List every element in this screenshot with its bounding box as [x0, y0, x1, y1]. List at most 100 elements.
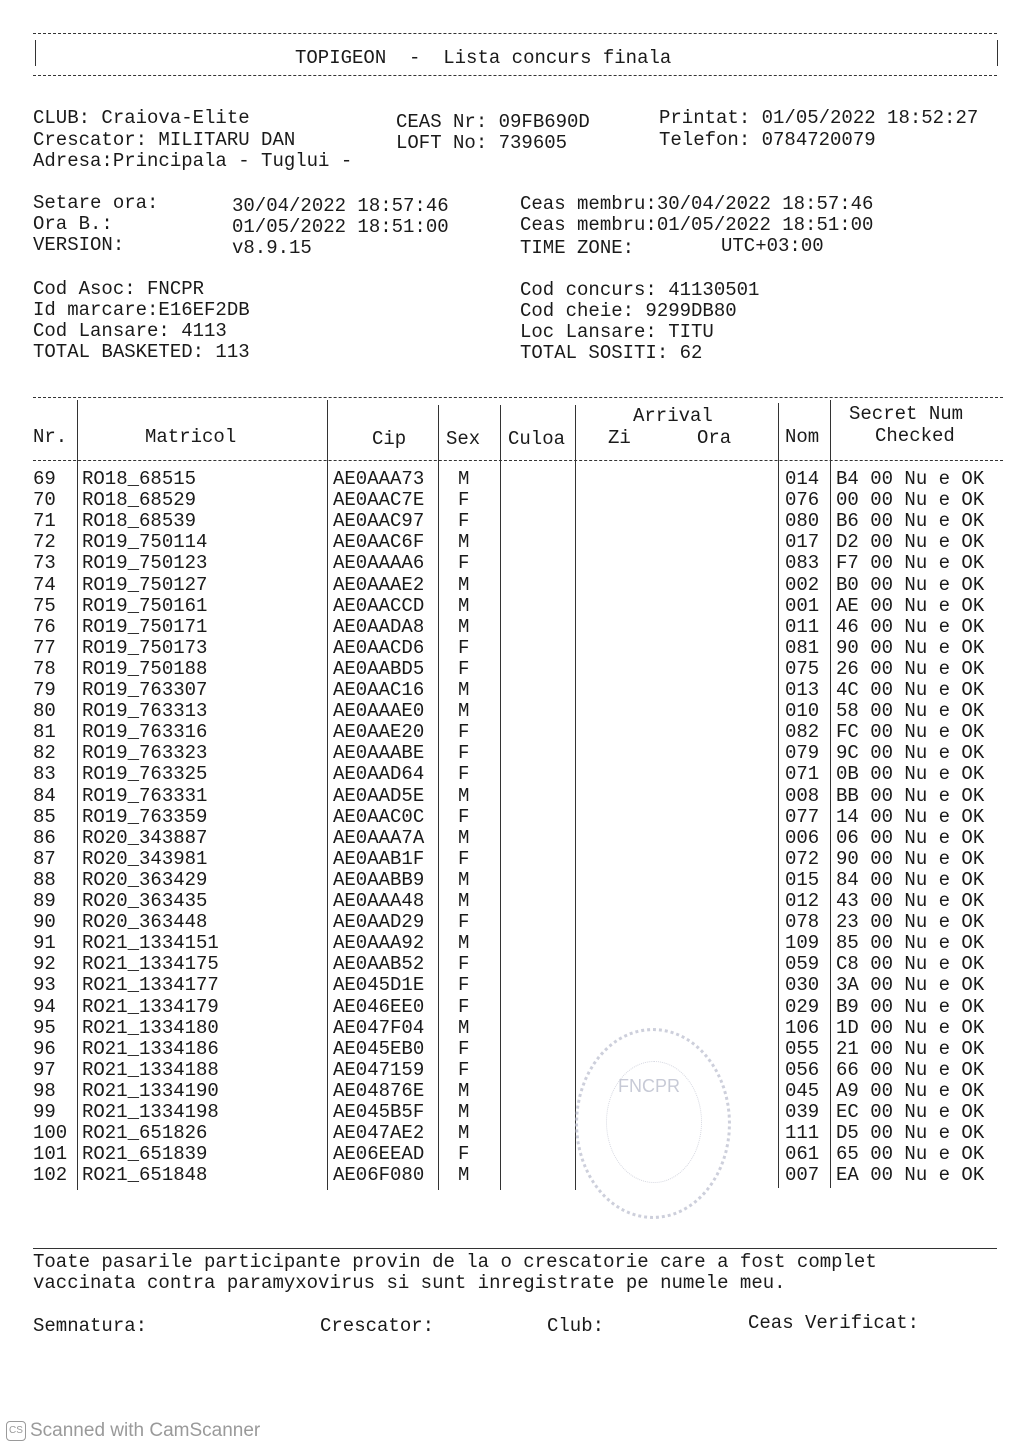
row-secret-checked: 14 00 Nu e OK — [836, 805, 985, 828]
row-nr: 90 — [33, 911, 56, 934]
header-cip: Cip — [372, 428, 407, 450]
ceas-membru-1: Ceas membru:30/04/2022 18:57:46 — [520, 193, 874, 215]
row-cip: AE045EB0 — [333, 1037, 425, 1060]
row-nom: 006 — [785, 826, 820, 849]
row-sex: M — [458, 1122, 470, 1145]
table-header-bottom-rule — [33, 460, 1003, 461]
row-secret-checked: D5 00 Nu e OK — [836, 1122, 985, 1145]
row-nr: 72 — [33, 531, 56, 554]
row-sex: F — [458, 805, 470, 828]
row-nom: 045 — [785, 1079, 820, 1102]
column-divider — [575, 405, 576, 1190]
row-cip: AE0AACCD — [333, 594, 425, 617]
row-cip: AE045B5F — [333, 1101, 425, 1123]
row-nom: 077 — [785, 805, 820, 828]
row-sex: M — [458, 1079, 470, 1102]
row-cip: AE0AAD64 — [333, 763, 425, 786]
crescator-signature-label: Crescator: — [320, 1315, 435, 1337]
row-sex: M — [458, 594, 470, 617]
row-nom: 059 — [785, 953, 820, 976]
row-nr: 82 — [33, 742, 56, 765]
row-matricol: RO19_763359 — [82, 805, 208, 828]
declaration-line-1: Toate pasarile participante provin de la… — [33, 1251, 877, 1273]
row-sex: M — [458, 531, 470, 554]
row-nom: 071 — [785, 763, 820, 786]
row-nom: 001 — [785, 594, 820, 617]
row-cip: AE0AAA92 — [333, 932, 425, 955]
row-matricol: RO21_1334190 — [82, 1079, 219, 1102]
row-matricol: RO19_763316 — [82, 721, 208, 744]
row-sex: M — [458, 1016, 470, 1039]
printat: Printat: 01/05/2022 18:52:27 — [659, 107, 979, 129]
row-matricol: RO20_363448 — [82, 911, 208, 934]
row-secret-checked: 90 00 Nu e OK — [836, 847, 985, 870]
row-cip: AE0AAD5E — [333, 784, 425, 807]
row-secret-checked: 43 00 Nu e OK — [836, 890, 985, 912]
row-matricol: RO18_68539 — [82, 510, 197, 533]
row-nom: 082 — [785, 721, 820, 744]
header-nr: Nr. — [33, 426, 68, 448]
row-nom: 013 — [785, 679, 820, 701]
row-cip: AE0AABD5 — [333, 657, 425, 680]
row-nr: 77 — [33, 636, 56, 659]
row-secret-checked: A9 00 Nu e OK — [836, 1079, 985, 1102]
row-nom: 017 — [785, 531, 820, 554]
row-matricol: RO19_763325 — [82, 763, 208, 786]
row-cip: AE0AAA73 — [333, 468, 425, 490]
row-sex: F — [458, 721, 470, 744]
row-secret-checked: B6 00 Nu e OK — [836, 510, 985, 533]
row-sex: M — [458, 468, 470, 490]
cod-asoc: Cod Asoc: FNCPR — [33, 278, 205, 300]
row-matricol: RO19_763331 — [82, 784, 208, 807]
row-nr: 93 — [33, 974, 56, 997]
document-title: TOPIGEON - Lista concurs finala — [295, 47, 672, 69]
id-marcare: Id marcare:E16EF2DB — [33, 299, 250, 321]
row-nr: 94 — [33, 995, 56, 1018]
row-sex: M — [458, 615, 470, 638]
table-header-top-rule — [33, 397, 1003, 398]
row-secret-checked: 58 00 Nu e OK — [836, 700, 985, 723]
header-zi: Zi — [608, 427, 631, 449]
row-sex: F — [458, 974, 470, 997]
row-secret-checked: 90 00 Nu e OK — [836, 636, 985, 659]
row-sex: F — [458, 510, 470, 533]
row-cip: AE0AAAE0 — [333, 700, 425, 723]
row-nom: 075 — [785, 657, 820, 680]
row-secret-checked: F7 00 Nu e OK — [836, 552, 985, 575]
row-nom: 080 — [785, 510, 820, 533]
header-checked: Checked — [875, 425, 955, 447]
stamp-inner-ring — [606, 1061, 702, 1183]
row-matricol: RO21_1334175 — [82, 953, 219, 976]
row-nr: 70 — [33, 489, 56, 512]
row-cip: AE047AE2 — [333, 1122, 425, 1145]
row-matricol: RO19_750188 — [82, 657, 208, 680]
row-nr: 100 — [33, 1122, 68, 1145]
row-matricol: RO19_750171 — [82, 615, 208, 638]
row-sex: M — [458, 679, 470, 701]
row-sex: M — [458, 826, 470, 849]
row-nr: 74 — [33, 573, 56, 596]
title-box-top-border — [33, 33, 997, 34]
header-sex: Sex — [446, 428, 481, 450]
column-divider — [327, 400, 328, 1190]
row-nom: 030 — [785, 974, 820, 997]
row-sex: F — [458, 657, 470, 680]
row-nr: 86 — [33, 826, 56, 849]
row-nom: 111 — [785, 1122, 820, 1145]
watermark-text: Scanned with CamScanner — [30, 1420, 261, 1441]
row-secret-checked: EC 00 Nu e OK — [836, 1101, 985, 1123]
row-matricol: RO18_68529 — [82, 489, 197, 512]
row-matricol: RO20_343981 — [82, 847, 208, 870]
row-nr: 81 — [33, 721, 56, 744]
club: CLUB: Craiova-Elite — [33, 107, 250, 129]
row-matricol: RO18_68515 — [82, 468, 197, 490]
row-cip: AE0AAA48 — [333, 890, 425, 912]
row-sex: F — [458, 742, 470, 765]
row-nom: 029 — [785, 995, 820, 1018]
column-divider — [77, 400, 78, 1190]
ceas-membru-2: Ceas membru:01/05/2022 18:51:00 — [520, 214, 874, 236]
row-sex: F — [458, 763, 470, 786]
row-secret-checked: 85 00 Nu e OK — [836, 932, 985, 955]
setare-ora-value: 30/04/2022 18:57:46 — [232, 195, 449, 217]
row-cip: AE0AAB1F — [333, 847, 425, 870]
